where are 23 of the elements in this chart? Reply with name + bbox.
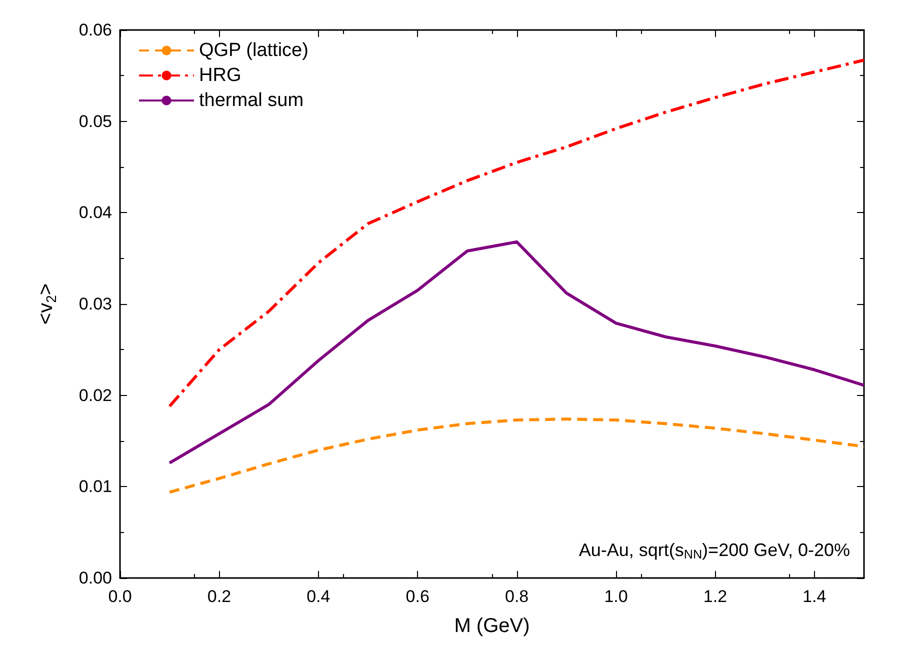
x-tick-label: 1.0 (604, 587, 628, 606)
y-tick-label: 0.05 (78, 112, 112, 131)
line-series (168, 58, 866, 408)
y-tick-label: 0.01 (78, 477, 112, 496)
x-tick-label: 0.2 (207, 587, 232, 606)
y-tick-label: 0.00 (78, 568, 112, 588)
y-tick-label: 0.02 (78, 386, 112, 405)
x-tick-label: 0.6 (406, 587, 430, 606)
x-tick-label: 0.4 (306, 587, 330, 606)
x-axis-title: M (GeV) (454, 615, 530, 637)
x-tick-label: 1.4 (802, 587, 826, 606)
legend-label: QGP (lattice) (199, 40, 308, 61)
y-axis-title: <v2> (35, 283, 59, 325)
y-tick-label: 0.04 (78, 203, 112, 222)
line-series (168, 418, 866, 494)
x-tick-label: 0.8 (504, 587, 529, 606)
y-tick-label: 0.03 (78, 294, 112, 314)
line-series (168, 240, 866, 464)
y-tick-label: 0.06 (78, 20, 112, 40)
legend-label: thermal sum (199, 90, 304, 111)
legend-label: HRG (199, 65, 242, 86)
x-tick-label: 1.2 (703, 587, 728, 606)
x-tick-label: 0.0 (108, 587, 132, 606)
